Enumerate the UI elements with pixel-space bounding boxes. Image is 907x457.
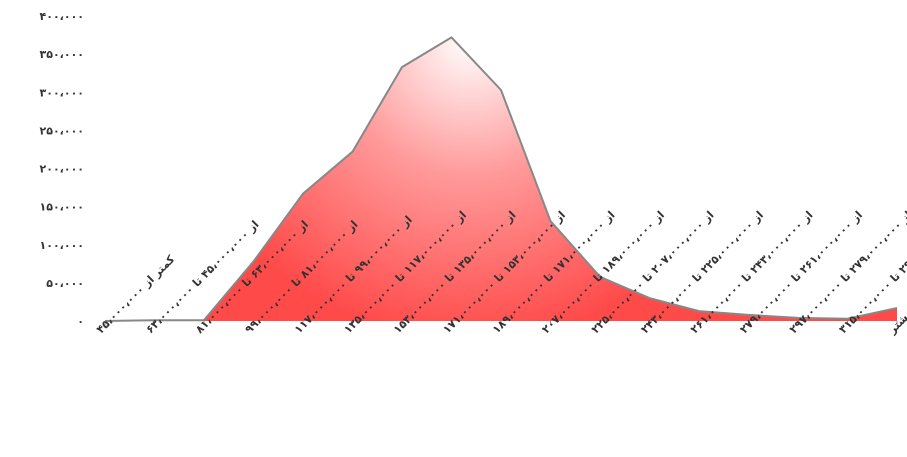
y-tick-label: ۳۰۰،۰۰۰ [40, 86, 84, 99]
area-fill [105, 37, 897, 322]
y-tick-label: ۰ [77, 315, 84, 328]
y-tick-label: ۲۰۰،۰۰۰ [40, 163, 84, 176]
y-axis: ۰ ۵۰،۰۰۰ ۱۰۰،۰۰۰ ۱۵۰،۰۰۰ ۲۰۰،۰۰۰ ۲۵۰،۰۰۰ ۳۰۰،۰… [40, 10, 84, 328]
y-tick-label: ۵۰،۰۰۰ [46, 277, 84, 290]
y-tick-label: ۱۰۰،۰۰۰ [40, 239, 84, 252]
y-tick-label: ۳۵۰،۰۰۰ [40, 48, 84, 61]
area-outline [104, 36, 898, 322]
y-tick-label: ۴۰۰،۰۰۰ [40, 10, 84, 23]
area-series [104, 36, 898, 322]
y-tick-label: ۱۵۰،۰۰۰ [40, 201, 84, 214]
y-tick-label: ۲۵۰،۰۰۰ [40, 124, 84, 137]
